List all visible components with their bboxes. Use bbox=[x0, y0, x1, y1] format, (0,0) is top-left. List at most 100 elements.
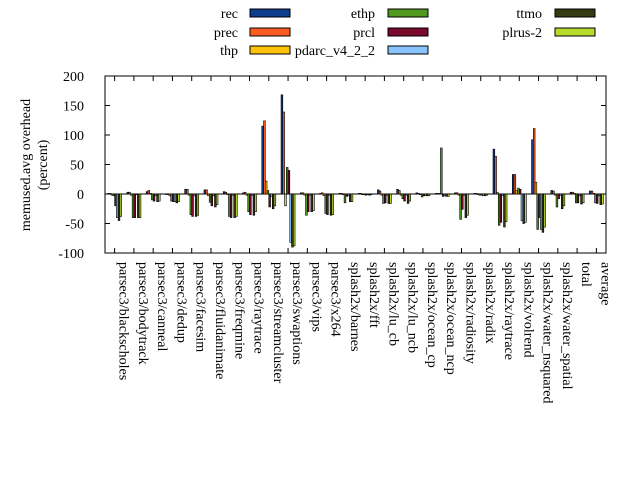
bars bbox=[107, 94, 604, 248]
legend-item-thp: thp bbox=[220, 44, 291, 59]
x-tick-label: average bbox=[597, 262, 612, 306]
bar-ethp bbox=[266, 190, 270, 195]
bar-plrus-2 bbox=[389, 193, 392, 204]
bar-prec bbox=[533, 128, 536, 195]
x-tick-label: splash2x/radix bbox=[482, 262, 497, 344]
bar-prcl bbox=[133, 193, 136, 218]
legend-label: plrus-2 bbox=[502, 26, 542, 41]
bar-prec bbox=[243, 191, 247, 195]
bar-prcl bbox=[210, 193, 214, 207]
legend-swatch bbox=[387, 27, 429, 37]
bar-plrus-2 bbox=[331, 193, 334, 215]
legend-swatch bbox=[249, 27, 291, 37]
x-tick-label: splash2x/volrend bbox=[520, 262, 535, 358]
bar-plrus-2 bbox=[485, 193, 489, 196]
bar-prcl bbox=[518, 188, 522, 195]
bar-plrus-2 bbox=[312, 193, 315, 211]
bar-ethp bbox=[555, 193, 559, 208]
x-tick-label: total bbox=[578, 262, 593, 287]
bar-prcl bbox=[499, 193, 503, 223]
bar-thp bbox=[534, 181, 538, 195]
x-tick-label: splash2x/radiosity bbox=[462, 262, 477, 364]
x-tick-label: splash2x/ocean_cp bbox=[424, 262, 439, 368]
series-prec bbox=[109, 111, 594, 195]
bar-plrus-2 bbox=[408, 193, 411, 202]
bar-prec bbox=[494, 155, 497, 195]
bar-thp bbox=[264, 180, 268, 195]
bar-prec bbox=[398, 190, 401, 195]
y-tick-label: 50 bbox=[70, 159, 84, 174]
x-tick-label: parsec3/streamcluster bbox=[270, 262, 285, 384]
bar-prcl bbox=[384, 193, 387, 204]
legend-item-prec: prec bbox=[214, 26, 291, 41]
legend-item-ethp: ethp bbox=[351, 7, 429, 22]
x-tick-label: parsec3/vips bbox=[308, 262, 323, 332]
bar-plrus-2 bbox=[273, 193, 277, 207]
bar-prcl bbox=[403, 193, 406, 202]
x-tick-label: parsec3/fluidanimate bbox=[212, 262, 227, 379]
bar-plrus-2 bbox=[119, 193, 122, 217]
legend-swatch bbox=[387, 45, 429, 55]
bar-plrus-2 bbox=[138, 193, 142, 218]
legend-swatch bbox=[249, 45, 291, 55]
bar-plrus-2 bbox=[196, 193, 200, 216]
x-tick-label: splash2x/barnes bbox=[347, 262, 362, 351]
bar-prec bbox=[186, 188, 189, 195]
y-axis: -100 -50 0 50 100 150 200 bbox=[58, 70, 606, 262]
x-tick-label: splash2x/ocean_ncp bbox=[443, 262, 458, 375]
bar-thp bbox=[496, 191, 499, 195]
legend: rec prec thp ethp prcl pdarc_v4_2_2 ttmo plrus-… bbox=[214, 7, 596, 59]
bar-prec bbox=[282, 111, 285, 195]
bar-prcl bbox=[596, 193, 599, 204]
bar-prec bbox=[455, 192, 459, 195]
legend-swatch bbox=[554, 8, 596, 18]
bar-ethp bbox=[343, 193, 347, 204]
bar-plrus-2 bbox=[601, 193, 604, 205]
bar-prcl bbox=[287, 170, 291, 195]
x-tick-label: splash2x/water_nsquared bbox=[540, 262, 555, 404]
legend-label: prcl bbox=[353, 26, 375, 41]
bar-prec bbox=[128, 191, 131, 195]
x-tick-label: parsec3/blackscholes bbox=[116, 262, 131, 380]
legend-swatch bbox=[554, 27, 596, 37]
bar-plrus-2 bbox=[562, 193, 566, 207]
legend-label: ttmo bbox=[516, 7, 542, 22]
bar-ethp bbox=[440, 147, 443, 195]
bar-prcl bbox=[229, 193, 233, 218]
bar-prec bbox=[552, 190, 555, 195]
plot-frame bbox=[104, 75, 607, 254]
bar-plrus-2 bbox=[177, 193, 180, 202]
x-tick-label: splash2x/raytrace bbox=[501, 262, 516, 360]
bar-plrus-2 bbox=[158, 193, 161, 202]
x-tick-label: splash2x/lu_cb bbox=[385, 262, 400, 346]
bar-plrus-2 bbox=[215, 193, 219, 205]
bar-prcl bbox=[576, 193, 580, 204]
x-axis: parsec3/blackscholes parsec3/bodytrack par… bbox=[114, 76, 612, 404]
bar-prec bbox=[378, 190, 382, 195]
legend-item-ttmo: ttmo bbox=[516, 7, 596, 22]
legend-item-pdarc_v4_2_2: pdarc_v4_2_2 bbox=[295, 44, 429, 59]
x-tick-label: splash2x/water_spatial bbox=[559, 262, 574, 390]
x-tick-label: parsec3/dedup bbox=[173, 262, 188, 343]
x-tick-label: parsec3/bodytrack bbox=[135, 262, 150, 365]
bar-plrus-2 bbox=[350, 193, 354, 202]
legend-label: rec bbox=[221, 7, 238, 22]
bar-plrus-2 bbox=[370, 193, 373, 195]
y-tick-label: 100 bbox=[63, 129, 84, 144]
x-tick-label: parsec3/x264 bbox=[328, 262, 343, 337]
x-tick-label: splash2x/fft bbox=[366, 262, 381, 328]
bar-plrus-2 bbox=[254, 193, 257, 213]
legend-item-prcl: prcl bbox=[353, 26, 429, 41]
legend-item-rec: rec bbox=[221, 7, 291, 22]
bar-plrus-2 bbox=[582, 193, 585, 204]
x-tick-label: parsec3/swaptions bbox=[289, 262, 304, 365]
bar-plrus-2 bbox=[466, 193, 469, 216]
legend-item-plrus-2: plrus-2 bbox=[502, 26, 596, 41]
y-tick-label: -100 bbox=[58, 247, 84, 262]
y-tick-label: -50 bbox=[65, 218, 84, 233]
y-tick-label: 150 bbox=[63, 100, 84, 115]
legend-label: prec bbox=[214, 26, 238, 41]
legend-swatch bbox=[387, 8, 429, 18]
